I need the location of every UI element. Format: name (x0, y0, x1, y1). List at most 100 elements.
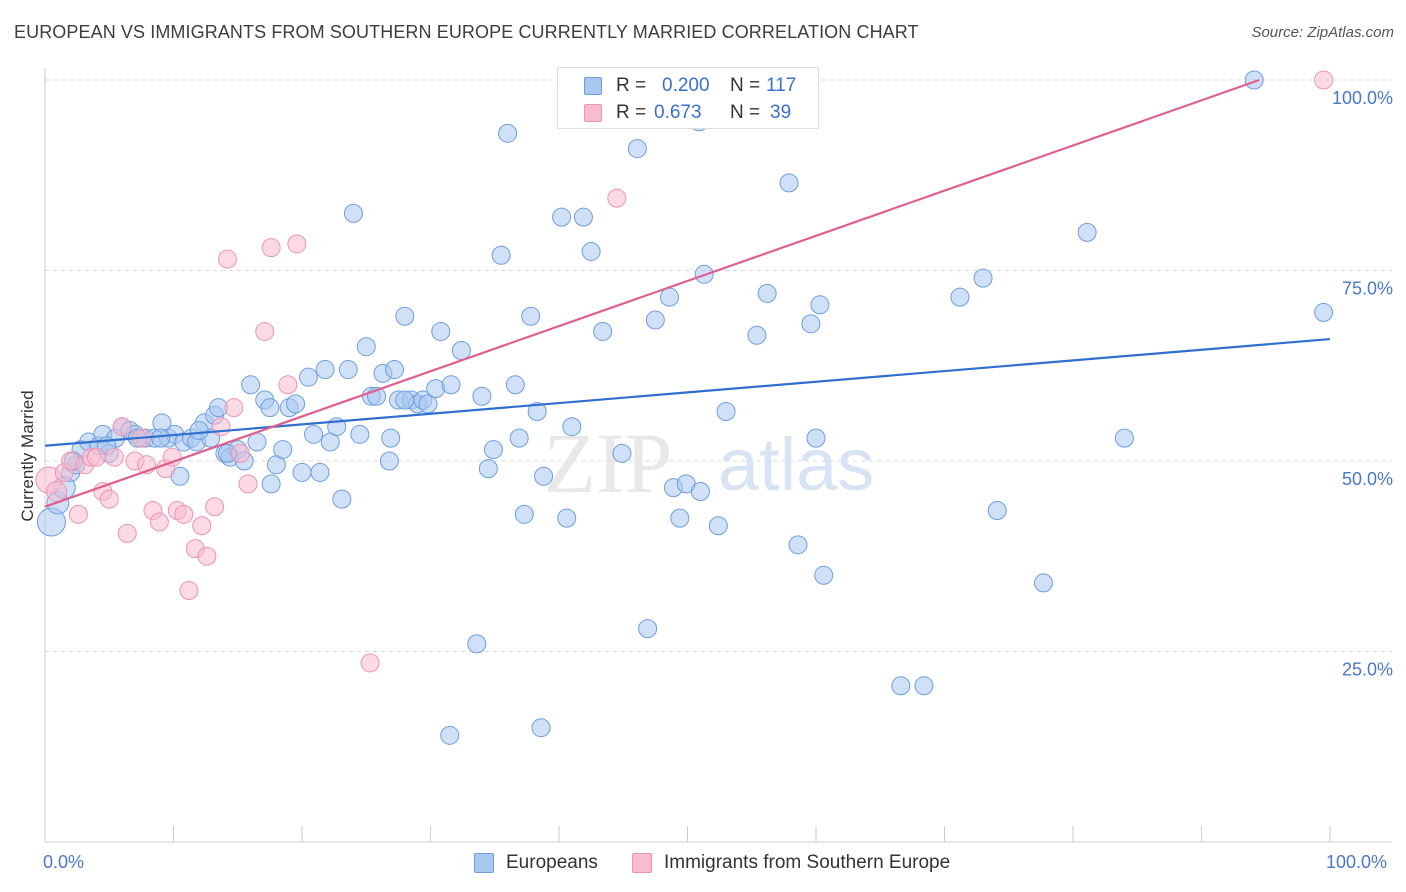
european-point (708, 516, 728, 536)
european-point (973, 268, 993, 288)
y-tick-label: 25.0% (1342, 660, 1393, 680)
european-point (581, 241, 601, 261)
bottom-legend-swatch-immigrants (632, 853, 652, 873)
european-point (261, 474, 281, 494)
legend-n-value: 39 (770, 102, 792, 123)
chart-title: EUROPEAN VS IMMIGRANTS FROM SOUTHERN EUR… (14, 22, 919, 42)
legend-row-europeans: R = 0.200 N = 117 (558, 75, 818, 99)
y-tick-label: 50.0% (1342, 469, 1393, 489)
european-point (478, 459, 498, 479)
european-point (395, 306, 415, 326)
immigrant-point (287, 234, 307, 254)
european-point (509, 428, 529, 448)
immigrants-trend-line (44, 78, 1260, 508)
correlation-legend: R = 0.200 N = 117 R = 0.673 N = 39 (557, 67, 819, 129)
y-tick-labels: 25.0% 50.0% 75.0% 100.0% (1332, 88, 1393, 680)
legend-r-label: R = (616, 102, 647, 123)
european-point (747, 325, 767, 345)
european-point (1033, 573, 1053, 593)
immigrant-point (607, 188, 627, 208)
european-point (806, 428, 826, 448)
immigrant-point (197, 546, 217, 566)
european-point (891, 676, 911, 696)
immigrant-point (112, 417, 132, 437)
axes (44, 68, 1392, 843)
european-point (779, 173, 799, 193)
immigrant-point (224, 398, 244, 418)
data-points (35, 70, 1334, 745)
european-point (557, 508, 577, 528)
immigrant-point (179, 581, 199, 601)
immigrant-point (46, 480, 68, 502)
european-point (491, 245, 511, 265)
european-point (381, 428, 401, 448)
european-point (298, 367, 318, 387)
immigrant-point (230, 443, 250, 463)
immigrant-point (149, 512, 169, 532)
immigrant-point (86, 447, 106, 467)
european-point (552, 207, 572, 227)
european-point (514, 504, 534, 524)
european-point (338, 360, 358, 380)
trend-lines (44, 78, 1331, 508)
y-tick-label: 75.0% (1342, 279, 1393, 299)
european-point (801, 314, 821, 334)
european-point (431, 321, 451, 341)
european-point (483, 440, 503, 460)
european-point (527, 401, 547, 421)
immigrant-point (205, 497, 225, 517)
x-tick-label-max: 100.0% (1326, 852, 1388, 872)
european-point (304, 424, 324, 444)
legend-n-value: 117 (766, 75, 797, 96)
european-point (189, 421, 209, 441)
immigrant-point (261, 238, 281, 258)
legend-swatch-pink (584, 104, 602, 122)
immigrant-point (278, 375, 298, 395)
european-point (612, 443, 632, 463)
grid (45, 79, 1392, 652)
watermark-atlas: atlas (718, 423, 874, 506)
bottom-legend-europeans: Europeans (506, 852, 598, 873)
european-point (987, 501, 1007, 521)
european-point (292, 462, 312, 482)
european-point (451, 341, 471, 361)
legend-swatch-blue (584, 77, 602, 95)
immigrant-point (162, 447, 182, 467)
european-point (814, 565, 834, 585)
europeans-trend-line (44, 337, 1331, 447)
european-point (690, 481, 710, 501)
legend-row-immigrants: R = 0.673 N = 39 (558, 102, 818, 126)
european-point (260, 398, 280, 418)
bottom-legend-immigrants: Immigrants from Southern Europe (664, 852, 951, 873)
immigrant-point (211, 417, 231, 437)
european-point (247, 432, 267, 452)
european-point (670, 508, 690, 528)
european-point (534, 466, 554, 486)
european-point (950, 287, 970, 307)
european-point (286, 394, 306, 414)
european-point (1244, 70, 1264, 90)
legend-r-value: 0.200 (662, 75, 710, 96)
european-point (310, 462, 330, 482)
european-point (343, 203, 363, 223)
european-point (757, 283, 777, 303)
european-point (440, 725, 460, 745)
european-point (810, 295, 830, 315)
european-point (788, 535, 808, 555)
european-point (1314, 302, 1334, 322)
european-point (350, 424, 370, 444)
legend-r-value: 0.673 (654, 102, 702, 123)
european-point (356, 337, 376, 357)
watermark: ZIP atlas (544, 415, 875, 511)
european-point (1077, 222, 1097, 242)
immigrant-point (1314, 70, 1334, 90)
european-point (332, 489, 352, 509)
immigrant-point (99, 489, 119, 509)
european-point (521, 306, 541, 326)
source-label: Source: ZipAtlas.com (1251, 24, 1394, 41)
european-point (467, 634, 487, 654)
immigrant-point (68, 504, 88, 524)
european-point (627, 139, 647, 159)
legend-r-label: R = (616, 75, 647, 96)
immigrant-point (360, 653, 380, 673)
